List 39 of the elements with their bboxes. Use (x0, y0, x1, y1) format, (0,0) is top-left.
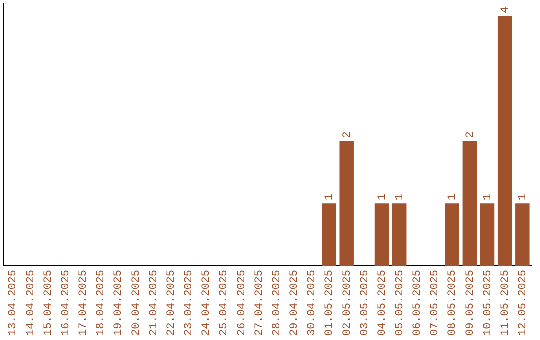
data-label: 4 (500, 6, 512, 14)
x-tick-label: 11.05.2025 (500, 270, 512, 336)
x-tick-label: 06.05.2025 (412, 270, 424, 336)
x-tick-label: 20.04.2025 (130, 270, 143, 336)
x-tick-label: 17.04.2025 (78, 270, 90, 336)
x-tick-label: 14.04.2025 (25, 270, 38, 336)
x-tick-label: 22.04.2025 (166, 270, 178, 336)
x-tick-label: 05.05.2025 (394, 270, 406, 336)
x-tick-label: 21.04.2025 (148, 270, 160, 336)
x-tick-label: 03.05.2025 (359, 270, 372, 336)
x-tick-label: 12.05.2025 (518, 270, 530, 336)
x-tick-label: 25.04.2025 (218, 270, 231, 336)
x-tick-label: 08.05.2025 (447, 270, 460, 336)
data-label: 1 (482, 194, 494, 201)
x-tick-label: 27.04.2025 (254, 270, 266, 336)
x-tick-label: 30.04.2025 (306, 270, 319, 336)
x-tick-label: 01.05.2025 (324, 270, 336, 336)
x-tick-label: 19.04.2025 (113, 270, 126, 336)
x-tick-label: 26.04.2025 (236, 270, 248, 336)
x-tick-label: 28.04.2025 (271, 270, 284, 336)
x-tick-label: 18.04.2025 (96, 270, 108, 336)
x-tick-label: 24.04.2025 (201, 270, 214, 336)
data-label: 2 (342, 132, 354, 138)
x-tick-label: 02.05.2025 (342, 270, 354, 336)
x-tick-label: 09.05.2025 (464, 270, 477, 336)
data-label: 2 (464, 132, 477, 138)
x-tick-label: 07.05.2025 (430, 270, 442, 336)
x-tick-label: 16.04.2025 (60, 270, 72, 336)
x-tick-label: 04.05.2025 (376, 270, 389, 336)
data-label: 1 (394, 194, 406, 201)
x-tick-label: 29.04.2025 (289, 270, 302, 336)
x-tick-label: 23.04.2025 (184, 270, 196, 336)
x-tick-label: 13.04.2025 (8, 270, 20, 336)
data-label: 1 (376, 194, 389, 201)
data-label: 1 (518, 194, 530, 201)
x-tick-label: 15.04.2025 (42, 270, 55, 336)
x-tick-label: 10.05.2025 (482, 270, 494, 336)
data-label: 1 (447, 194, 460, 201)
data-label: 1 (324, 194, 336, 201)
